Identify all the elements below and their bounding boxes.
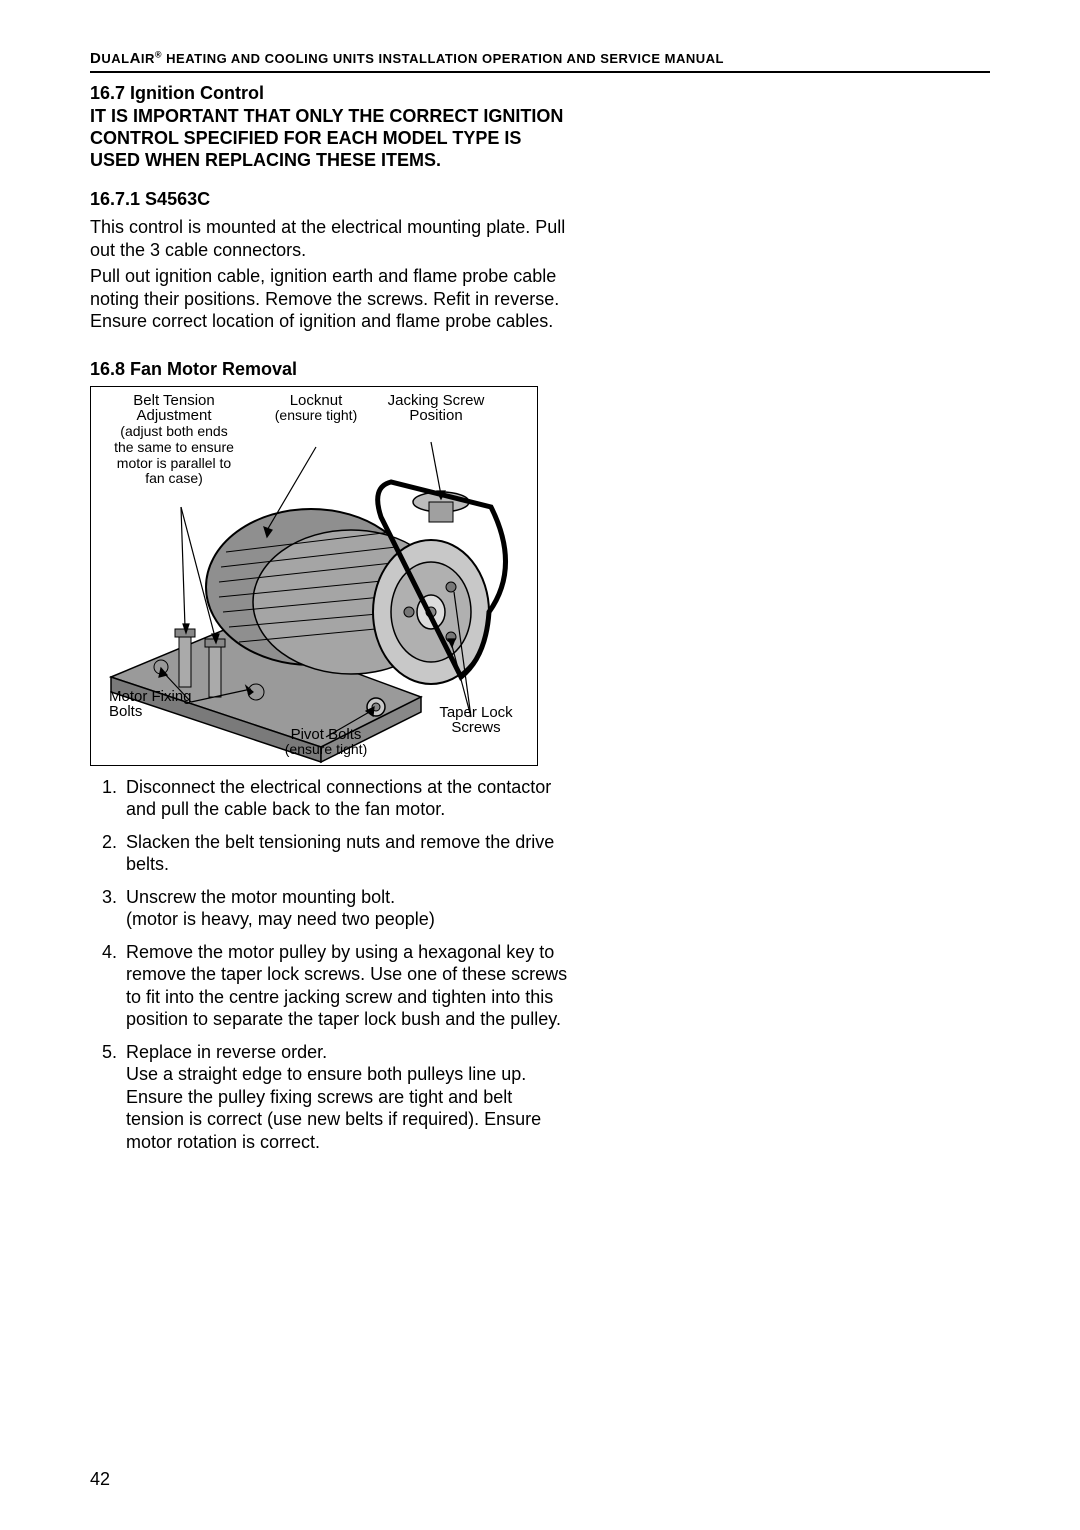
label-jacking-screw: Jacking Screw Position <box>376 393 496 425</box>
section-16-7-heading: 16.7 Ignition Control <box>90 83 570 104</box>
s4563c-para-2: Pull out ignition cable, ignition earth … <box>90 265 570 333</box>
fan-motor-figure: Belt Tension Adjustment (adjust both end… <box>90 386 538 766</box>
label-belt-tension: Belt Tension Adjustment (adjust both end… <box>109 393 239 488</box>
label-motor-fixing: Motor Fixing Bolts <box>109 689 219 721</box>
s4563c-para-1: This control is mounted at the electrica… <box>90 216 570 261</box>
removal-steps-list: Disconnect the electrical connections at… <box>90 776 570 1154</box>
step-1: Disconnect the electrical connections at… <box>122 776 570 821</box>
label-pivot-bolts: Pivot Bolts (ensure tight) <box>271 727 381 759</box>
content-column: 16.7 Ignition Control IT IS IMPORTANT TH… <box>90 83 570 1153</box>
section-16-7-1-heading: 16.7.1 S4563C <box>90 189 570 210</box>
label-taper-lock: Taper Lock Screws <box>426 705 526 737</box>
header-text: DUALAIR® HEATING AND COOLING UNITS INSTA… <box>90 51 724 66</box>
label-locknut: Locknut (ensure tight) <box>266 393 366 425</box>
step-4: Remove the motor pulley by using a hexag… <box>122 941 570 1031</box>
step-2: Slacken the belt tensioning nuts and rem… <box>122 831 570 876</box>
ignition-warning: IT IS IMPORTANT THAT ONLY THE CORRECT IG… <box>90 106 570 171</box>
step-3: Unscrew the motor mounting bolt. (motor … <box>122 886 570 931</box>
step-5: Replace in reverse order. Use a straight… <box>122 1041 570 1154</box>
manual-header: DUALAIR® HEATING AND COOLING UNITS INSTA… <box>90 50 990 73</box>
page-number: 42 <box>90 1469 110 1490</box>
section-16-8-heading: 16.8 Fan Motor Removal <box>90 359 570 380</box>
